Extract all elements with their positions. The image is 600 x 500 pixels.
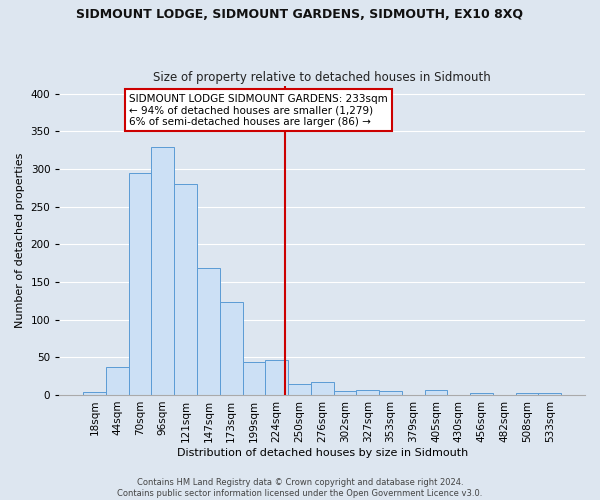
- Bar: [334, 391, 356, 395]
- Bar: [129, 172, 151, 395]
- Bar: [379, 391, 402, 395]
- Bar: [425, 390, 448, 395]
- Bar: [197, 268, 220, 395]
- Text: SIDMOUNT LODGE SIDMOUNT GARDENS: 233sqm
← 94% of detached houses are smaller (1,: SIDMOUNT LODGE SIDMOUNT GARDENS: 233sqm …: [129, 94, 388, 127]
- Text: Contains HM Land Registry data © Crown copyright and database right 2024.
Contai: Contains HM Land Registry data © Crown c…: [118, 478, 482, 498]
- Bar: [311, 382, 334, 395]
- Bar: [356, 390, 379, 395]
- Bar: [106, 367, 129, 395]
- Y-axis label: Number of detached properties: Number of detached properties: [15, 153, 25, 328]
- Bar: [538, 392, 561, 395]
- Title: Size of property relative to detached houses in Sidmouth: Size of property relative to detached ho…: [153, 70, 491, 84]
- Bar: [265, 360, 288, 395]
- Text: SIDMOUNT LODGE, SIDMOUNT GARDENS, SIDMOUTH, EX10 8XQ: SIDMOUNT LODGE, SIDMOUNT GARDENS, SIDMOU…: [77, 8, 523, 20]
- Bar: [220, 302, 242, 395]
- X-axis label: Distribution of detached houses by size in Sidmouth: Distribution of detached houses by size …: [176, 448, 468, 458]
- Bar: [288, 384, 311, 395]
- Bar: [174, 184, 197, 395]
- Bar: [242, 362, 265, 395]
- Bar: [515, 394, 538, 395]
- Bar: [470, 392, 493, 395]
- Bar: [151, 147, 174, 395]
- Bar: [83, 392, 106, 395]
